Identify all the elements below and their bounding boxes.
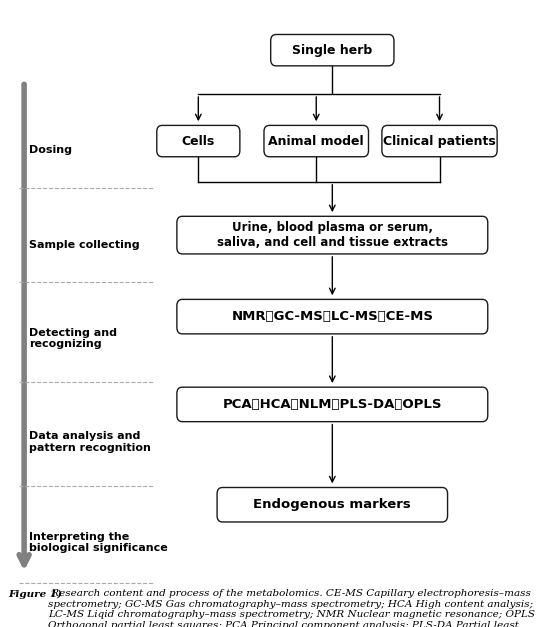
Text: Clinical patients: Clinical patients <box>383 135 496 147</box>
Text: Single herb: Single herb <box>292 44 373 56</box>
Text: Dosing: Dosing <box>29 145 72 155</box>
Text: Sample collecting: Sample collecting <box>29 240 140 250</box>
Text: Interpreting the
biological significance: Interpreting the biological significance <box>29 532 168 553</box>
Text: PCA、HCA、NLM、PLS-DA、OPLS: PCA、HCA、NLM、PLS-DA、OPLS <box>222 398 442 411</box>
FancyBboxPatch shape <box>264 125 369 157</box>
Text: Cells: Cells <box>182 135 215 147</box>
FancyBboxPatch shape <box>382 125 497 157</box>
Text: Animal model: Animal model <box>269 135 364 147</box>
Text: Urine, blood plasma or serum,
saliva, and cell and tissue extracts: Urine, blood plasma or serum, saliva, an… <box>217 221 448 249</box>
Text: Detecting and
recognizing: Detecting and recognizing <box>29 328 117 349</box>
FancyBboxPatch shape <box>177 300 488 334</box>
Text: Endogenous markers: Endogenous markers <box>254 498 411 511</box>
Text: Research content and process of the metabolomics. CE-MS Capillary electrophoresi: Research content and process of the meta… <box>48 589 535 627</box>
FancyBboxPatch shape <box>217 488 448 522</box>
FancyBboxPatch shape <box>157 125 240 157</box>
Text: Data analysis and
pattern recognition: Data analysis and pattern recognition <box>29 431 151 453</box>
FancyBboxPatch shape <box>177 216 488 254</box>
Text: Figure 1): Figure 1) <box>8 589 62 599</box>
Text: NMR、GC-MS、LC-MS、CE-MS: NMR、GC-MS、LC-MS、CE-MS <box>232 310 433 323</box>
FancyBboxPatch shape <box>177 387 488 422</box>
FancyBboxPatch shape <box>271 34 394 66</box>
